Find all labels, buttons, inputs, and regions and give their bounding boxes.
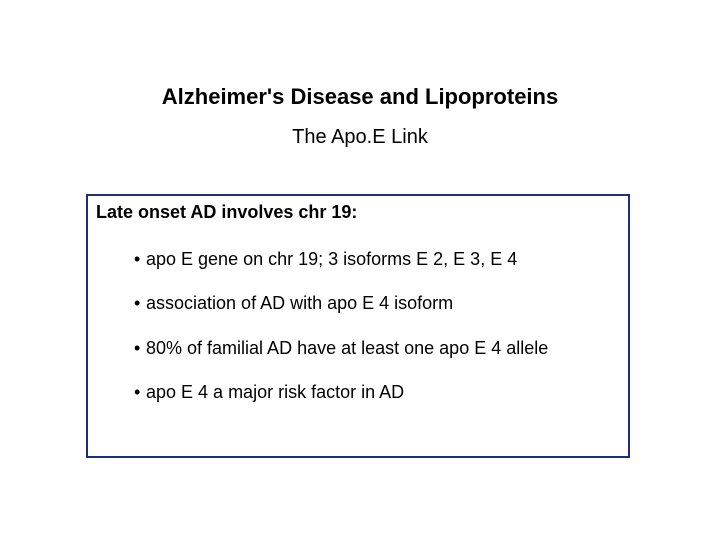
slide: Alzheimer's Disease and Lipoproteins The…: [0, 0, 720, 540]
bullet-item: apo E gene on chr 19; 3 isoforms E 2, E …: [134, 247, 604, 271]
bullet-item: 80% of familial AD have at least one apo…: [134, 336, 604, 360]
bullet-item: association of AD with apo E 4 isoform: [134, 291, 604, 315]
bullet-item: apo E 4 a major risk factor in AD: [134, 380, 604, 404]
content-box: Late onset AD involves chr 19: apo E gen…: [86, 194, 630, 458]
slide-subtitle: The Apo.E Link: [0, 126, 720, 149]
slide-title: Alzheimer's Disease and Lipoproteins: [0, 84, 720, 110]
bullet-list: apo E gene on chr 19; 3 isoforms E 2, E …: [88, 247, 628, 404]
section-heading: Late onset AD involves chr 19:: [88, 202, 628, 223]
